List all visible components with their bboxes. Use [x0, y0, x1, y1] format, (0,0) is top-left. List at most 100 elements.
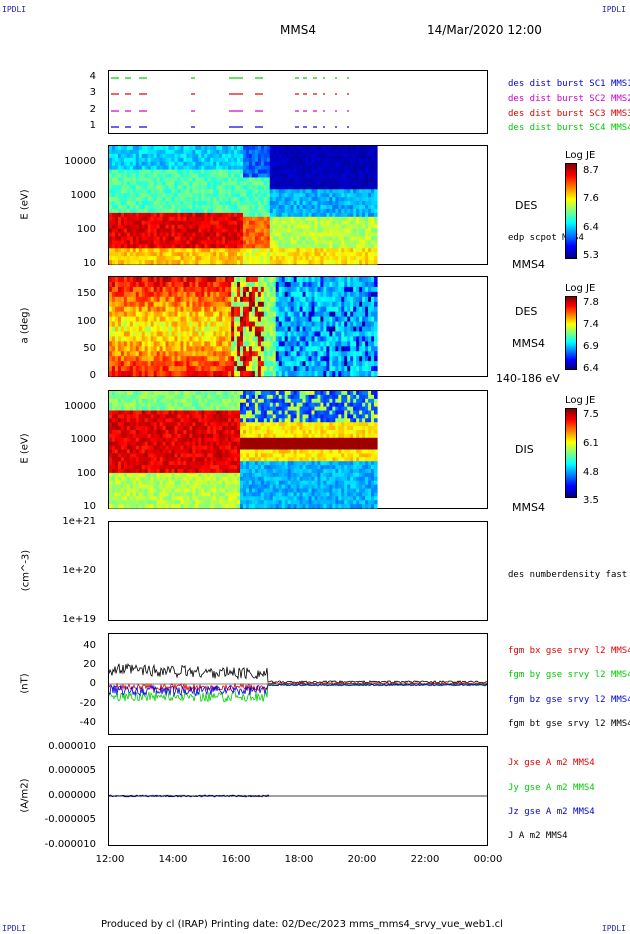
des-pitch-cell	[257, 306, 262, 313]
des-pitch-cell	[257, 361, 262, 367]
des-pitch-cell	[284, 331, 289, 337]
dis-energy-cell	[135, 500, 140, 505]
des-pitch-cell	[287, 371, 292, 377]
des-energy-cell	[362, 224, 366, 230]
des-pitch-cell	[114, 351, 119, 357]
des-energy-cell	[314, 197, 319, 202]
des-energy-cell	[350, 260, 354, 265]
des-energy-cell	[314, 232, 319, 238]
des-energy-cell	[240, 161, 244, 167]
des-energy-cell	[269, 165, 274, 171]
des-pitch-cell	[287, 366, 292, 372]
des-energy-cell	[341, 193, 345, 198]
des-energy-cell	[359, 161, 363, 167]
des-pitch-cell	[240, 371, 244, 377]
des-energy-cell	[350, 201, 354, 206]
des-energy-cell	[326, 157, 330, 163]
des-energy-cell	[338, 161, 342, 167]
des-energy-cell	[251, 216, 256, 222]
des-energy-cell	[147, 256, 152, 261]
des-pitch-cell	[365, 351, 369, 357]
des-energy-cell	[216, 197, 220, 202]
dis-energy-cell	[126, 422, 131, 427]
des-energy-cell	[126, 157, 131, 163]
des-energy-cell	[126, 146, 131, 151]
des-energy-cell	[120, 201, 125, 206]
des-energy-cell	[335, 161, 339, 167]
des-pitch-cell	[263, 301, 268, 308]
des-energy-cell	[183, 248, 188, 253]
des-energy-cell	[231, 208, 235, 214]
des-energy-cell	[168, 224, 173, 230]
des-pitch-cell	[281, 346, 286, 352]
des-energy-cell	[123, 161, 128, 167]
des-pitch-cell	[374, 356, 378, 362]
des-energy-cell	[198, 212, 202, 218]
des-energy-cell	[210, 197, 214, 202]
des-pitch-cell	[225, 311, 229, 318]
des-pitch-cell	[159, 331, 164, 337]
des-pitch-cell	[147, 301, 152, 308]
des-energy-cell	[159, 169, 164, 175]
des-energy-cell	[192, 228, 196, 234]
des-pitch-cell	[278, 356, 283, 362]
des-energy-cell	[183, 240, 188, 245]
des-energy-cell	[120, 197, 125, 202]
dis-energy-cell	[114, 476, 119, 482]
des-energy-cell	[117, 236, 122, 241]
des-energy-cell	[129, 177, 134, 182]
des-energy-cell	[254, 173, 259, 179]
des-energy-cell	[260, 161, 265, 167]
des-pitch-cell	[329, 277, 333, 283]
dis-energy-cell	[123, 406, 128, 412]
des-energy-cell	[365, 240, 369, 245]
des-energy-cell	[198, 146, 202, 151]
des-pitch-cell	[231, 277, 235, 283]
des-pitch-cell	[353, 286, 357, 293]
des-energy-cell	[287, 216, 292, 222]
des-energy-cell	[248, 193, 253, 198]
des-energy-cell	[320, 236, 324, 241]
des-pitch-cell	[156, 326, 161, 333]
des-energy-cell	[338, 216, 342, 222]
des-pitch-cell	[180, 351, 185, 357]
des-energy-cell	[243, 169, 247, 175]
dis-energy-cell	[114, 402, 119, 408]
des-energy-cell	[111, 185, 116, 190]
des-pitch-cell	[347, 321, 351, 328]
des-energy-cell	[213, 248, 217, 253]
des-pitch-cell	[213, 351, 217, 357]
des-energy-cell	[147, 177, 152, 182]
des-energy-cell	[111, 161, 116, 167]
des-pitch-cell	[266, 301, 271, 308]
dis-energy-cell	[126, 391, 131, 396]
des-energy-cell	[320, 173, 324, 179]
des-energy-cell	[171, 193, 176, 198]
des-energy-cell	[186, 161, 190, 167]
des-pitch-cell	[234, 301, 238, 308]
des-pitch-cell	[159, 366, 164, 372]
des-energy-cell	[302, 153, 307, 159]
des-energy-cell	[132, 236, 137, 241]
des-pitch-cell	[228, 341, 232, 347]
des-energy-cell	[177, 205, 182, 210]
dis-energy-cell	[129, 453, 134, 458]
des-energy-cell	[219, 252, 223, 257]
des-pitch-cell	[234, 356, 238, 362]
des-pitch-cell	[243, 301, 247, 308]
des-energy-cell	[374, 205, 378, 210]
dis-energy-cell	[120, 426, 125, 431]
dis-energy-cell	[129, 461, 134, 466]
des-energy-cell	[335, 201, 339, 206]
dis-energy-cell	[141, 449, 146, 454]
des-pitch-cell	[332, 371, 336, 377]
des-energy-cell	[210, 149, 214, 155]
des-energy-cell	[329, 181, 333, 186]
des-energy-cell	[198, 185, 202, 190]
des-pitch-cell	[153, 341, 158, 347]
des-pitch-cell	[180, 341, 185, 347]
des-pitch-cell	[281, 356, 286, 362]
des-pitch-cell	[213, 311, 217, 318]
des-energy-cell	[225, 224, 229, 230]
des-pitch-cell	[135, 341, 140, 347]
